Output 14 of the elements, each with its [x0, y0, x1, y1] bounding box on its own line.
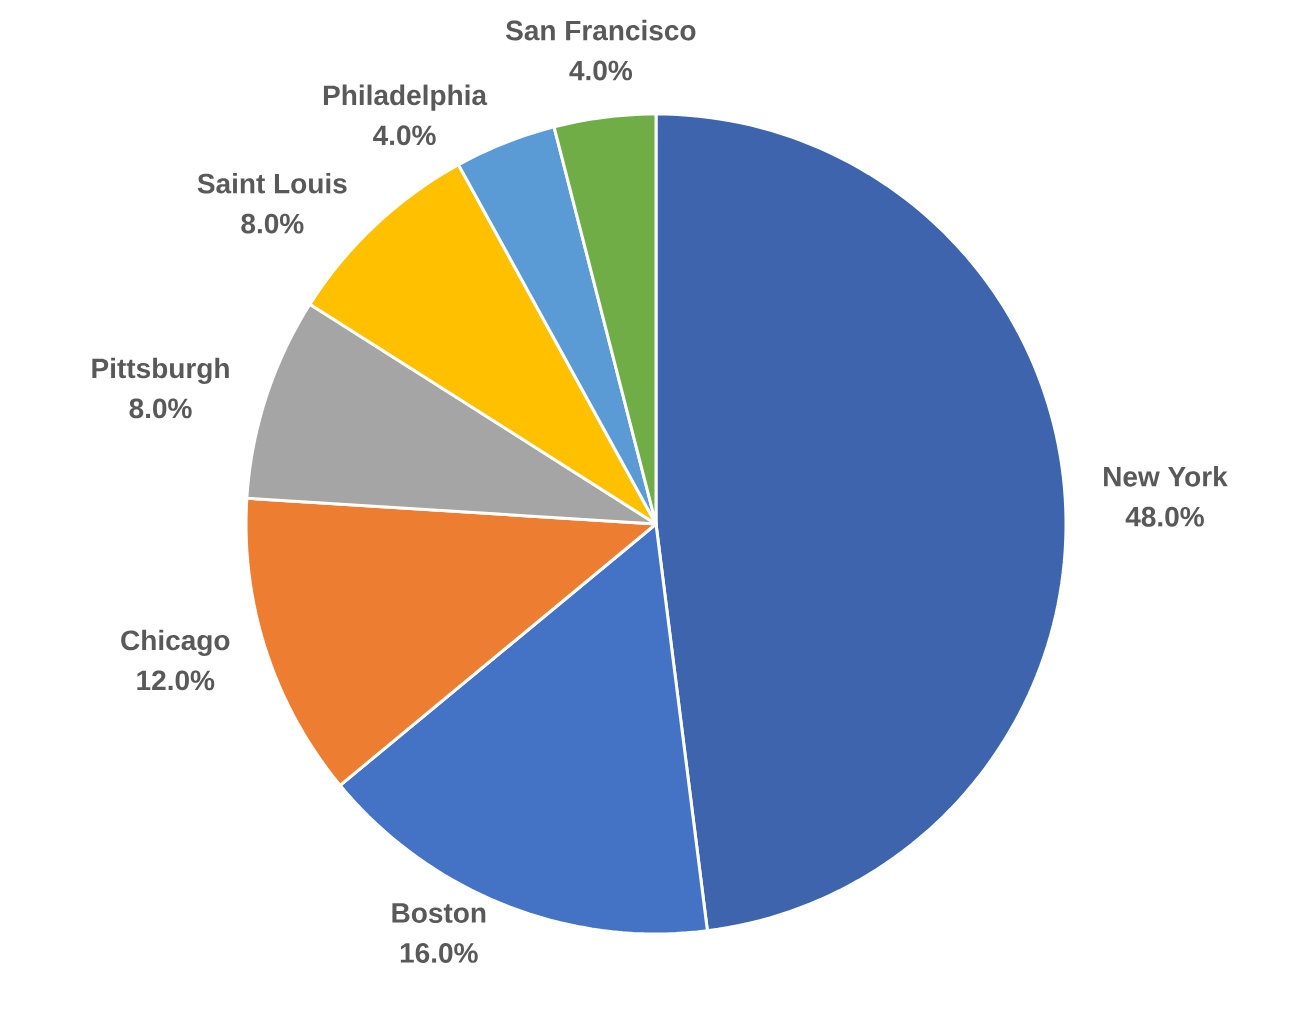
data-label: 8.0%	[129, 398, 192, 419]
slice-label: Chicago	[121, 629, 230, 656]
data-label: 4.0%	[373, 125, 436, 146]
data-label: 48.0%	[1125, 506, 1204, 527]
data-label: 8.0%	[241, 213, 304, 234]
slice-label: New York	[1104, 466, 1228, 487]
slice-label: Philadelphia	[323, 84, 488, 111]
slice-label: San Francisco	[505, 19, 696, 41]
data-label: 16.0%	[400, 943, 478, 963]
data-label: 4.0%	[569, 60, 633, 81]
data-label: 12.0%	[137, 670, 215, 691]
slice-label: Pittsburgh	[92, 357, 229, 384]
slice-label: Saint Louis	[197, 172, 347, 194]
slice-label: Boston	[392, 903, 486, 923]
